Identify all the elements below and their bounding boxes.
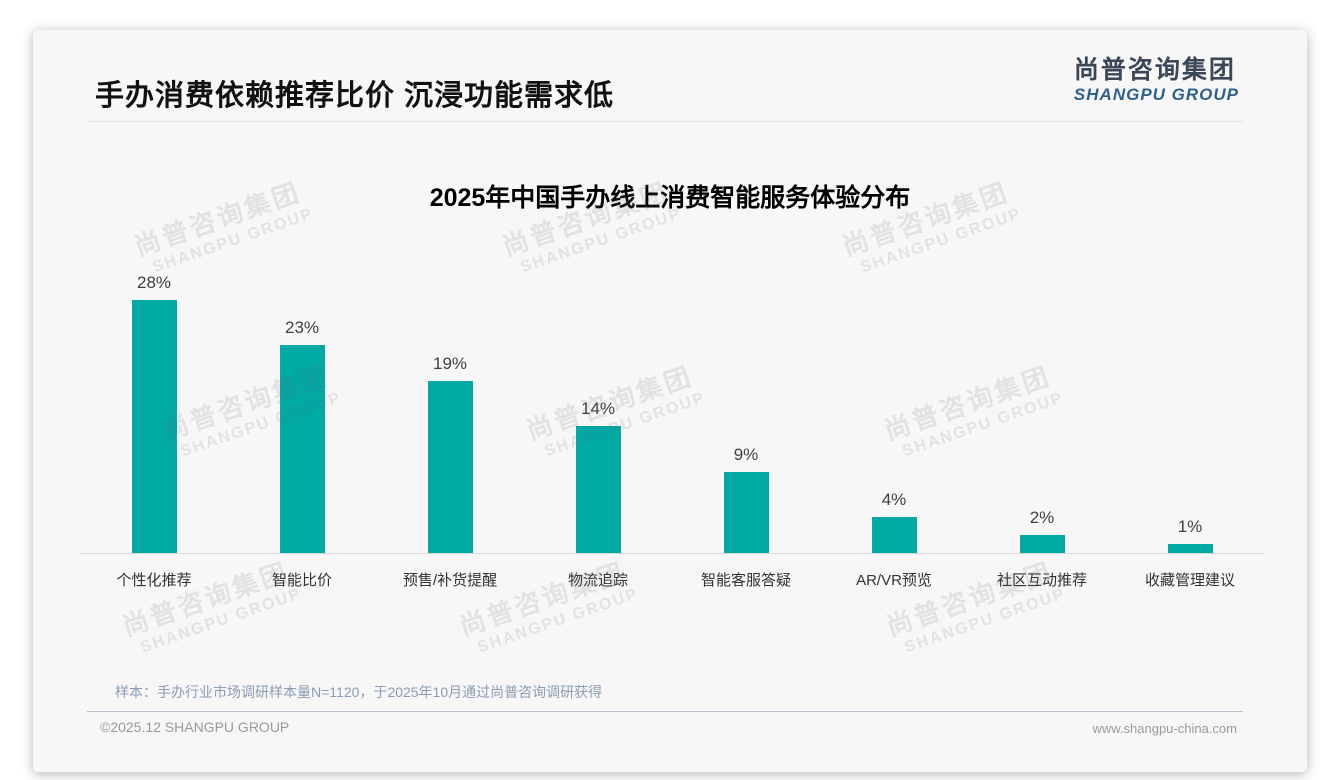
bar-category-label: 个性化推荐 [116,572,192,589]
x-axis-line [80,553,1264,554]
bar [1019,535,1065,553]
watermark: 尚普咨询集团 SHANGPU GROUP [881,550,1068,660]
watermark-en-text: SHANGPU GROUP [475,585,641,657]
watermark: 尚普咨询集团 SHANGPU GROUP [454,550,641,660]
bar [1167,544,1213,553]
bar-column: 19% [376,354,524,553]
footer-divider [87,711,1243,712]
bar-category-label: 智能客服答疑 [700,572,791,589]
bar-category-label: 物流追踪 [567,572,628,589]
bars-row: 28% 23% 19% 14% 9% 4% 2% 1% [80,30,1264,553]
bar [575,426,621,553]
logo-en-text: SHANGPU GROUP [1073,84,1239,104]
bar-value-label: 1% [1177,517,1203,536]
bar-value-label: 4% [881,490,907,509]
chart-title: 2025年中国手办线上消费智能服务体验分布 [429,184,911,212]
bar-value-label: 28% [136,273,172,292]
bar-category-label: AR/VR预览 [856,572,932,589]
watermark-en-text: SHANGPU GROUP [902,585,1068,657]
bar-category-label: 预售/补货提醒 [402,572,498,589]
bar-column: 4% [820,490,968,553]
title-divider [87,121,1243,122]
bar [723,472,769,553]
bar [427,381,473,553]
labels-row: 个性化推荐 智能比价 预售/补货提醒 物流追踪 智能客服答疑 AR/VR预览 社区互动推荐 收… [80,569,1264,590]
watermark-cn-text: 尚普咨询集团 [455,556,630,642]
bar-value-label: 9% [733,445,759,464]
bar-column: 1% [1116,517,1264,553]
footer-copyright: ©2025.12 SHANGPU GROUP [100,719,290,735]
bar-category-label: 社区互动推荐 [996,572,1087,589]
bar-value-label: 19% [432,354,468,373]
bar-column: 23% [228,318,376,553]
watermark-cn-text: 尚普咨询集团 [118,556,293,642]
bar [131,300,177,553]
bar-category-label: 智能比价 [271,572,332,589]
bar-value-label: 2% [1029,508,1055,527]
logo-cn-text: 尚普咨询集团 [1073,56,1236,84]
bar [279,345,325,553]
bar-column: 14% [524,399,672,553]
bar-column: 9% [672,445,820,553]
report-card: 手办消费依赖推荐比价 沉浸功能需求低 尚普咨询集团 SHANGPU GROUP … [33,30,1307,772]
watermark-en-text: SHANGPU GROUP [138,585,304,657]
bar-category-label: 收藏管理建议 [1144,572,1235,589]
source-note: 样本：手办行业市场调研样本量N=1120，于2025年10月通过尚普咨询调研获得 [115,684,603,700]
bar-value-label: 14% [580,399,616,418]
page-title: 手办消费依赖推荐比价 沉浸功能需求低 [95,80,615,112]
bar-column: 2% [968,508,1116,553]
bar [871,517,917,553]
bar-value-label: 23% [284,318,320,337]
watermark: 尚普咨询集团 SHANGPU GROUP [117,550,304,660]
company-logo: 尚普咨询集团 SHANGPU GROUP [1074,56,1239,105]
bar-column: 28% [80,273,228,553]
footer-website: www.shangpu-china.com [1092,721,1237,736]
watermark-cn-text: 尚普咨询集团 [882,556,1057,642]
